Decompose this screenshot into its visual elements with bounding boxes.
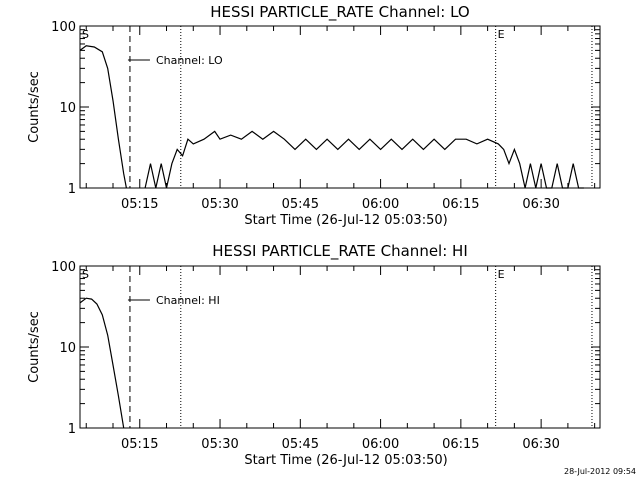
x-tick-label: 06:30	[522, 437, 559, 452]
x-tick-label: 06:15	[442, 437, 479, 452]
end-marker-label: E	[498, 28, 505, 41]
x-tick-label: 06:00	[362, 197, 399, 212]
y-tick-label: 10	[59, 101, 76, 116]
x-tick-label: 05:45	[282, 197, 319, 212]
series-line-0	[79, 297, 125, 429]
footer-timestamp: 28-Jul-2012 09:54	[564, 467, 636, 476]
start-marker-label: S	[82, 28, 89, 41]
series-line-1	[144, 130, 584, 189]
x-tick-label: 05:30	[201, 437, 238, 452]
x-tick-label: 05:15	[121, 437, 158, 452]
y-axis-label: Counts/sec	[27, 311, 42, 383]
x-tick-label: 05:15	[121, 197, 158, 212]
plot-frame	[79, 265, 601, 429]
x-tick-label: 05:30	[201, 197, 238, 212]
y-tick-label: 100	[51, 20, 76, 35]
x-axis-label: Start Time (26-Jul-12 05:03:50)	[244, 213, 447, 228]
y-axis-label: Counts/sec	[27, 71, 42, 143]
x-tick-label: 06:30	[522, 197, 559, 212]
x-tick-label: 06:00	[362, 437, 399, 452]
chart-title: HESSI PARTICLE_RATE Channel: HI	[212, 242, 468, 261]
start-marker-label: S	[82, 268, 89, 281]
chart-title: HESSI PARTICLE_RATE Channel: LO	[210, 3, 469, 22]
x-tick-label: 05:45	[282, 437, 319, 452]
y-tick-label: 1	[68, 182, 76, 197]
end-marker-label: E	[498, 268, 505, 281]
legend-label: Channel: HI	[156, 294, 220, 307]
y-tick-label: 10	[59, 341, 76, 356]
chart-panel-1: HESSI PARTICLE_RATE Channel: HI Counts/se…	[27, 242, 601, 468]
x-tick-label: 06:15	[442, 197, 479, 212]
plot-frame	[79, 25, 601, 189]
chart-panel-0: HESSI PARTICLE_RATE Channel: LO Counts/se…	[27, 3, 601, 228]
x-axis-label: Start Time (26-Jul-12 05:03:50)	[244, 453, 447, 468]
y-tick-label: 1	[68, 422, 76, 437]
series-line-0	[79, 45, 127, 189]
y-tick-label: 100	[51, 260, 76, 275]
legend-label: Channel: LO	[156, 54, 223, 67]
